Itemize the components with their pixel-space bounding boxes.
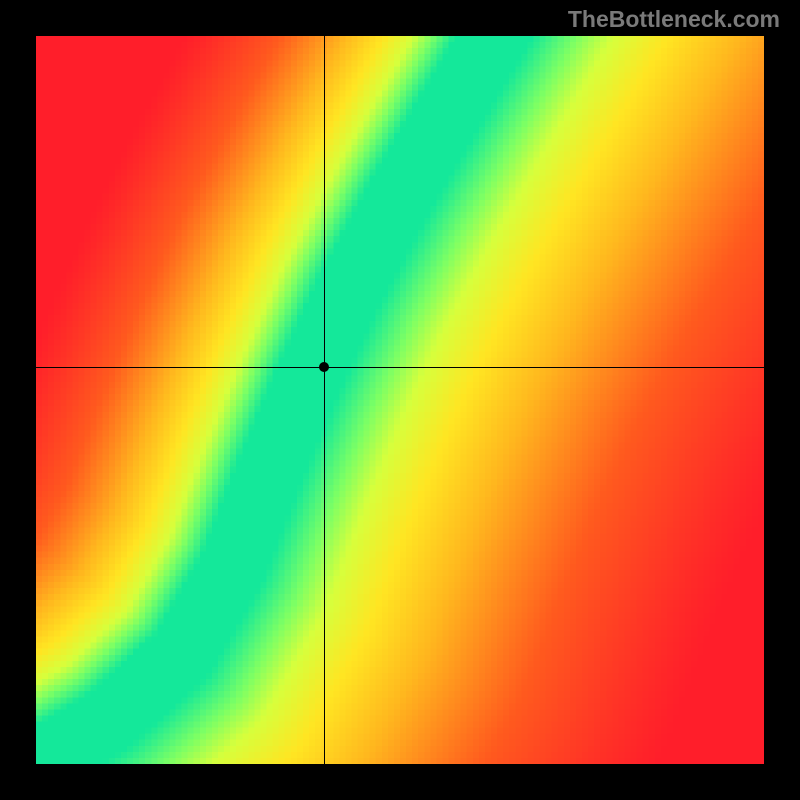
watermark-text: TheBottleneck.com: [568, 6, 780, 33]
crosshair-horizontal: [36, 367, 764, 368]
heatmap-canvas: [36, 36, 764, 764]
crosshair-vertical: [324, 36, 325, 764]
bottleneck-heatmap: [36, 36, 764, 764]
crosshair-marker: [319, 362, 329, 372]
